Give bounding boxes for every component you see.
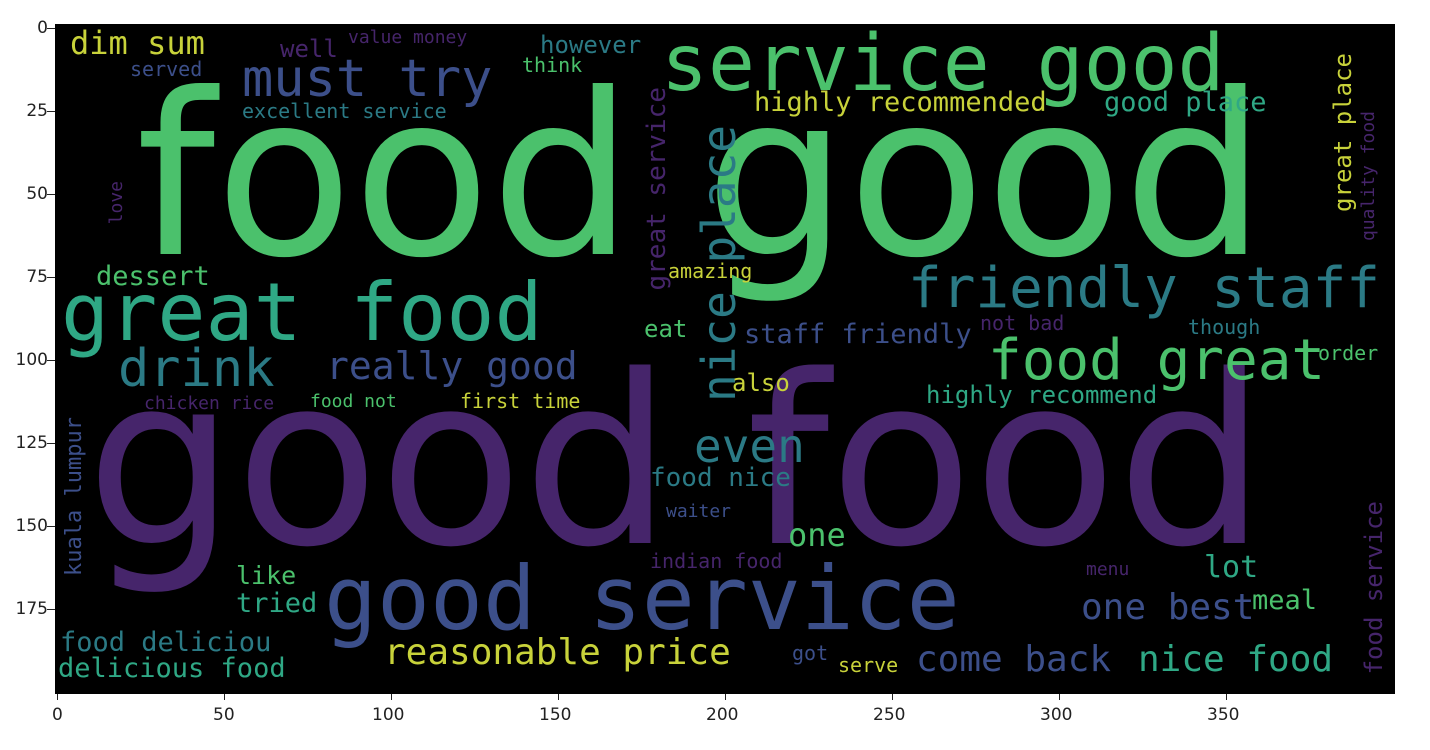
- word-really-good: really good: [326, 344, 578, 388]
- x-tick-label: 150: [539, 705, 572, 725]
- x-tick-mark: [224, 692, 225, 700]
- word-got: got: [792, 641, 829, 665]
- word-highly-recommend: highly recommend: [926, 381, 1158, 409]
- word-order: order: [1318, 341, 1379, 365]
- x-tick-label: 50: [213, 705, 235, 725]
- x-tick-mark: [1226, 692, 1227, 700]
- y-tick-label: 75: [26, 267, 48, 287]
- y-tick-mark: [47, 609, 55, 610]
- y-tick-label: 125: [15, 433, 48, 453]
- word-lot: lot: [1204, 550, 1259, 585]
- x-tick-mark: [391, 692, 392, 700]
- x-tick-label: 100: [372, 705, 405, 725]
- word-tried: tried: [236, 588, 318, 619]
- word-menu: menu: [1086, 559, 1130, 580]
- word-not-bad: not bad: [980, 311, 1065, 335]
- word-chicken-rice: chicken rice: [144, 393, 275, 414]
- word-good-service: good service: [324, 547, 960, 650]
- x-tick-label: 0: [52, 705, 63, 725]
- word-service-good: service good: [661, 24, 1225, 109]
- word-however: however: [540, 31, 642, 59]
- word-serve: serve: [838, 653, 899, 677]
- word-good-place: good place: [1104, 87, 1267, 118]
- y-tick-label: 175: [15, 599, 48, 619]
- x-tick-mark: [725, 692, 726, 700]
- word-food-service: food service: [1360, 501, 1388, 675]
- word-also: also: [732, 369, 790, 397]
- word-cloud-image: food good good food service good great f…: [55, 24, 1395, 694]
- x-tick-mark: [57, 692, 58, 700]
- word-love: love: [106, 181, 127, 225]
- word-well: well: [280, 35, 338, 63]
- word-nice-food: nice food: [1138, 639, 1334, 680]
- word-though: though: [1188, 315, 1261, 339]
- y-tick-label: 0: [37, 18, 48, 38]
- y-tick-mark: [47, 360, 55, 361]
- y-tick-mark: [47, 526, 55, 527]
- word-waiter: waiter: [666, 501, 732, 522]
- y-tick-label: 150: [15, 516, 48, 536]
- word-food-great: food great: [988, 328, 1326, 393]
- y-tick-label: 25: [26, 101, 48, 121]
- word-drink: drink: [118, 339, 275, 399]
- word-think: think: [522, 53, 583, 77]
- word-great-place: great place: [1329, 53, 1357, 212]
- word-value-money: value money: [348, 27, 468, 48]
- word-one-best: one best: [1081, 587, 1255, 628]
- word-food-good: food good: [136, 46, 1266, 308]
- x-tick-label: 250: [873, 705, 906, 725]
- y-tick-mark: [47, 111, 55, 112]
- y-tick-mark: [47, 277, 55, 278]
- y-tick-mark: [47, 194, 55, 195]
- word-highly-recommended: highly recommended: [754, 87, 1047, 118]
- word-meal: meal: [1252, 585, 1318, 616]
- x-tick-mark: [892, 692, 893, 700]
- word-food-not: food not: [310, 391, 397, 412]
- word-like: like: [236, 561, 297, 590]
- x-tick-label: 350: [1207, 705, 1240, 725]
- word-great-service: great service: [642, 87, 672, 291]
- word-dim-sum: dim sum: [70, 24, 205, 62]
- word-excellent-service: excellent service: [242, 99, 447, 123]
- word-reasonable-price: reasonable price: [384, 632, 731, 673]
- word-food-nice: food nice: [650, 463, 791, 493]
- word-served: served: [130, 57, 203, 81]
- word-quality-food: quality food: [1358, 111, 1379, 242]
- word-even: even: [694, 419, 805, 473]
- word-indian-food: indian food: [650, 549, 783, 573]
- word-amazing: amazing: [668, 259, 753, 283]
- word-food-deliciou: food deliciou: [60, 627, 272, 658]
- y-tick-mark: [47, 28, 55, 29]
- word-eat: eat: [644, 315, 688, 343]
- word-come-back: come back: [916, 639, 1112, 680]
- x-tick-label: 300: [1040, 705, 1073, 725]
- y-tick-label: 100: [15, 350, 48, 370]
- word-delicious-food: delicious food: [58, 653, 286, 684]
- x-tick-mark: [558, 692, 559, 700]
- word-staff-friendly: staff friendly: [744, 319, 972, 350]
- word-friendly-staff: friendly staff: [908, 256, 1381, 321]
- x-tick-label: 200: [706, 705, 739, 725]
- word-good-food: good food: [86, 326, 1267, 599]
- word-first-time: first time: [460, 389, 581, 413]
- x-tick-mark: [1059, 692, 1060, 700]
- word-dessert: dessert: [96, 261, 210, 292]
- y-tick-label: 50: [26, 184, 48, 204]
- word-great-food: great food: [61, 266, 543, 359]
- word-one: one: [788, 516, 846, 554]
- y-tick-mark: [47, 443, 55, 444]
- word-kuala-lumpur: kuala lumpur: [62, 417, 87, 576]
- word-must-try: must try: [242, 49, 493, 109]
